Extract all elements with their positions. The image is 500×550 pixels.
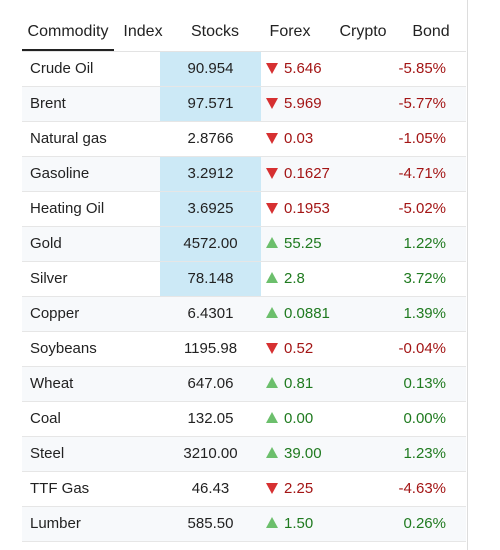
quote-row: Heating Oil 3.6925 0.1953 -5.02%	[22, 192, 466, 227]
quote-row: Coal 132.05 0.00 0.00%	[22, 402, 466, 437]
price: 1195.98	[183, 340, 238, 357]
quote-row: Silver 78.148 2.8 3.72%	[22, 262, 466, 297]
change-percent: -5.85%	[398, 60, 446, 77]
direction-arrow	[266, 237, 278, 248]
change: 0.1953	[284, 200, 330, 217]
tab[interactable]: Forex	[269, 23, 311, 40]
change: 39.00	[284, 445, 322, 462]
change: 2.8	[284, 270, 305, 287]
direction-arrow	[266, 272, 278, 283]
direction-arrow	[266, 517, 278, 528]
tab[interactable]: Bond	[412, 23, 450, 40]
price: 647.06	[187, 375, 234, 392]
commodity-name: Brent	[30, 95, 66, 112]
change-percent: 1.23%	[403, 445, 446, 462]
quote-row: Gold 4572.00 55.25 1.22%	[22, 227, 466, 262]
direction-arrow	[266, 307, 278, 318]
commodity-name: Natural gas	[30, 130, 107, 147]
change: 0.52	[284, 340, 314, 357]
change-percent: -1.05%	[398, 130, 446, 147]
tab[interactable]: Index	[123, 23, 163, 40]
price: 4572.00	[160, 227, 261, 261]
change: 5.646	[284, 60, 322, 77]
quote-row: Copper 6.4301 0.0881 1.39%	[22, 297, 466, 332]
quote-row: Natural gas 2.8766 0.03 -1.05%	[22, 122, 466, 157]
direction-arrow	[266, 63, 278, 74]
change-percent: 0.00%	[403, 410, 446, 427]
direction-arrow	[266, 483, 278, 494]
change: 0.0881	[284, 305, 330, 322]
quote-row: Brent 97.571 5.969 -5.77%	[22, 87, 466, 122]
price: 132.05	[187, 410, 234, 427]
price: 90.954	[160, 52, 261, 86]
price: 97.571	[160, 87, 261, 121]
quote-row: Crude Oil 90.954 5.646 -5.85%	[22, 52, 466, 87]
change: 0.81	[284, 375, 314, 392]
change-percent: -4.63%	[398, 480, 446, 497]
tab[interactable]: Crypto	[339, 23, 387, 40]
price: 78.148	[160, 262, 261, 296]
quote-row: Lumber 585.50 1.50 0.26%	[22, 507, 466, 542]
direction-arrow	[266, 343, 278, 354]
price: 585.50	[187, 515, 234, 532]
commodity-name: TTF Gas	[30, 480, 90, 497]
commodity-name: Wheat	[30, 375, 74, 392]
commodity-name: Silver	[30, 270, 68, 287]
price: 2.8766	[187, 130, 234, 147]
price: 3210.00	[183, 445, 238, 462]
commodity-name: Gold	[30, 235, 62, 252]
price: 3.6925	[160, 192, 261, 226]
change-percent: 0.26%	[403, 515, 446, 532]
change: 5.969	[284, 95, 322, 112]
quote-row: Wheat 647.06 0.81 0.13%	[22, 367, 466, 402]
price: 46.43	[191, 480, 230, 497]
commodity-name: Crude Oil	[30, 60, 94, 77]
quote-row: Gasoline 3.2912 0.1627 -4.71%	[22, 157, 466, 192]
tab[interactable]: Stocks	[190, 23, 239, 40]
change: 1.50	[284, 515, 314, 532]
direction-arrow	[266, 98, 278, 109]
quotes-table: Crude Oil 90.954 5.646 -5.85% Brent 97.571 5.9…	[22, 52, 466, 542]
change: 2.25	[284, 480, 314, 497]
change: 0.1627	[284, 165, 330, 182]
commodity-name: Soybeans	[30, 340, 97, 357]
change-percent: 1.39%	[403, 305, 446, 322]
commodity-name: Lumber	[30, 515, 81, 532]
price: 3.2912	[160, 157, 261, 191]
tab[interactable]: Commodity	[22, 14, 114, 51]
commodity-name: Heating Oil	[30, 200, 105, 217]
tab-bar: Commodity Index Stocks Forex Crypto Bond	[22, 14, 466, 52]
direction-arrow	[266, 203, 278, 214]
direction-arrow	[266, 168, 278, 179]
direction-arrow	[266, 447, 278, 458]
change-percent: -5.77%	[398, 95, 446, 112]
change-percent: 1.22%	[403, 235, 446, 252]
price: 6.4301	[187, 305, 234, 322]
commodity-name: Steel	[30, 445, 65, 462]
change: 0.00	[284, 410, 314, 427]
commodity-name: Copper	[30, 305, 80, 322]
quote-row: Steel 3210.00 39.00 1.23%	[22, 437, 466, 472]
direction-arrow	[266, 377, 278, 388]
direction-arrow	[266, 133, 278, 144]
change: 0.03	[284, 130, 314, 147]
commodity-name: Gasoline	[30, 165, 90, 182]
commodity-name: Coal	[30, 410, 61, 427]
quotes-widget: Commodity Index Stocks Forex Crypto Bond Crud…	[22, 0, 468, 550]
change-percent: 3.72%	[403, 270, 446, 287]
change-percent: -4.71%	[398, 165, 446, 182]
quote-row: TTF Gas 46.43 2.25 -4.63%	[22, 472, 466, 507]
change: 55.25	[284, 235, 322, 252]
change-percent: -0.04%	[398, 340, 446, 357]
change-percent: -5.02%	[398, 200, 446, 217]
direction-arrow	[266, 412, 278, 423]
quote-row: Soybeans 1195.98 0.52 -0.04%	[22, 332, 466, 367]
change-percent: 0.13%	[403, 375, 446, 392]
